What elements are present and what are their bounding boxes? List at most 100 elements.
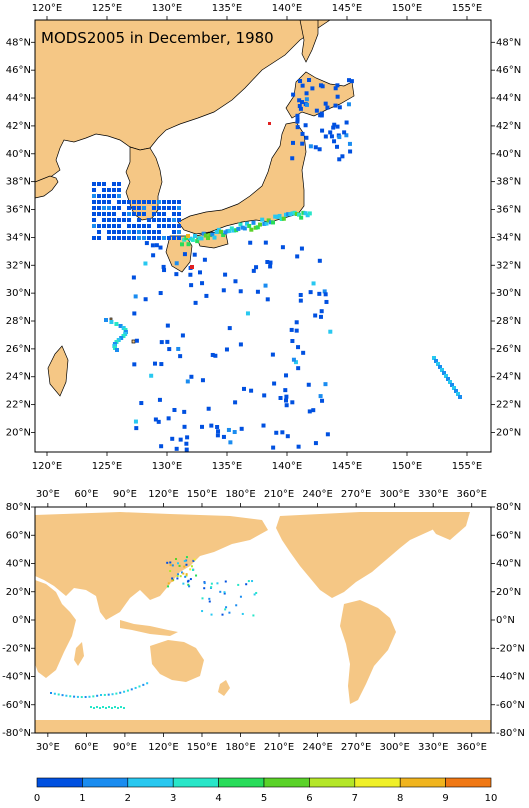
observation-cell — [305, 213, 310, 218]
observation-cell — [177, 206, 181, 210]
observation-cell — [137, 230, 141, 234]
observation-cell — [123, 707, 125, 709]
observation-cell — [96, 706, 98, 708]
observation-cell — [223, 591, 226, 594]
observation-cell — [122, 200, 126, 204]
australia — [150, 640, 204, 682]
observation-cell — [195, 239, 200, 244]
global-lon-label-top: 300°E — [379, 489, 409, 500]
global-lat-label-right: 80°N — [496, 502, 521, 513]
observation-cell — [84, 695, 87, 698]
observation-cell — [167, 200, 171, 204]
global-lat-label-left: 60°N — [6, 530, 31, 541]
observation-cell — [284, 373, 289, 378]
colorbar-swatch — [309, 777, 356, 788]
observation-cell — [202, 257, 207, 262]
observation-cell — [255, 289, 260, 294]
observation-cell — [342, 130, 347, 135]
lat-label-left: 46°N — [6, 65, 31, 76]
observation-cell — [177, 218, 181, 222]
observation-cell — [117, 224, 121, 228]
observation-cell — [175, 557, 178, 560]
observation-cell — [176, 575, 179, 578]
observation-cell — [323, 134, 328, 139]
observation-cell — [107, 236, 111, 240]
observation-cell — [69, 695, 72, 698]
global-lat-label-left: -20°N — [2, 643, 31, 654]
observation-cell — [122, 218, 126, 222]
observation-cell — [158, 291, 163, 296]
observation-cell — [268, 122, 271, 125]
observation-cell — [147, 230, 151, 234]
observation-cell — [215, 433, 220, 438]
observation-cell — [180, 333, 185, 338]
global-lon-label-bottom: 120°E — [148, 742, 178, 753]
observation-cell — [152, 230, 156, 234]
observation-cell — [253, 225, 258, 230]
lat-label-right: 48°N — [496, 37, 521, 48]
observation-cell — [169, 564, 172, 567]
observation-cell — [167, 206, 171, 210]
observation-cell — [93, 707, 95, 709]
observation-cell — [122, 236, 126, 240]
observation-cell — [102, 706, 104, 708]
observation-cell — [323, 292, 328, 297]
observation-cell — [193, 233, 197, 238]
observation-cell — [292, 210, 297, 215]
observation-cell — [92, 194, 96, 198]
observation-cell — [320, 398, 325, 403]
observation-cell — [107, 200, 111, 204]
observation-cell — [190, 565, 193, 568]
observation-cell — [262, 221, 267, 226]
observation-cell — [440, 368, 444, 372]
observation-cell — [337, 105, 342, 110]
observation-cell — [146, 682, 149, 685]
colorbar-tick-label: 0 — [34, 793, 40, 804]
observation-cell — [434, 359, 438, 363]
observation-cell — [189, 283, 194, 288]
observation-cell — [200, 281, 205, 286]
lat-label-left: 38°N — [6, 177, 31, 188]
lon-label-bottom: 125°E — [92, 461, 122, 472]
observation-cell — [193, 300, 198, 305]
observation-cell — [298, 79, 303, 84]
observation-cell — [169, 570, 172, 573]
lat-label-right: 44°N — [496, 93, 521, 104]
observation-cell — [120, 706, 122, 708]
observation-cell — [115, 692, 118, 695]
observation-cell — [162, 212, 166, 216]
lat-label-left: 28°N — [6, 316, 31, 327]
observation-cell — [277, 213, 282, 218]
observation-cell — [247, 580, 250, 583]
global-lon-label-top: 150°E — [187, 489, 217, 500]
observation-cell — [229, 226, 234, 231]
observation-cell — [178, 564, 181, 567]
title-background — [39, 24, 287, 50]
observation-cell — [208, 600, 211, 603]
lat-label-left: 34°N — [6, 232, 31, 243]
observation-cell — [92, 218, 96, 222]
observation-cell — [127, 200, 131, 204]
observation-cell — [139, 401, 144, 406]
observation-cell — [328, 130, 333, 135]
observation-cell — [151, 253, 156, 258]
observation-cell — [249, 227, 254, 232]
lat-label-right: 28°N — [496, 316, 521, 327]
observation-cell — [270, 352, 275, 357]
observation-cell — [162, 206, 166, 210]
observation-cell — [157, 218, 161, 222]
observation-cell — [107, 206, 111, 210]
observation-cell — [265, 260, 270, 265]
observation-cell — [215, 424, 220, 429]
observation-cell — [214, 229, 219, 234]
lat-label-left: 22°N — [6, 400, 31, 411]
lat-label-left: 48°N — [6, 37, 31, 48]
observation-cell — [210, 582, 213, 585]
global-lat-label-left: 20°N — [6, 587, 31, 598]
ryukyu-islet — [131, 339, 136, 344]
colorbar-swatch — [399, 777, 446, 788]
observation-cell — [114, 348, 119, 352]
lon-label-bottom: 140°E — [272, 461, 302, 472]
lat-label-right: 20°N — [496, 427, 521, 438]
observation-cell — [92, 182, 96, 186]
